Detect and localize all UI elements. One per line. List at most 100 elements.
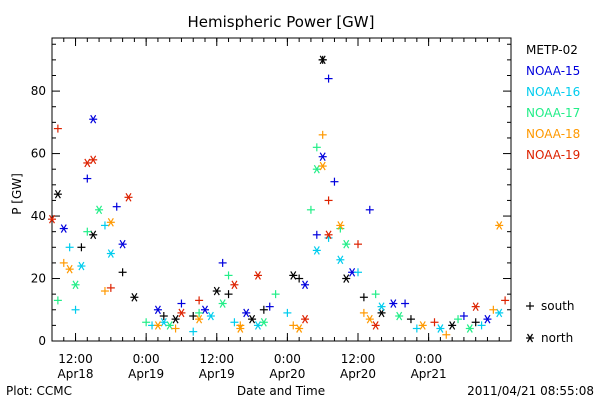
data-point-north <box>59 224 68 233</box>
data-point-south <box>312 230 321 239</box>
x-tick-date: Apr19 <box>128 367 164 381</box>
data-point-north <box>389 299 398 308</box>
footer-credit: Plot: CCMC <box>6 384 72 398</box>
data-point-south <box>259 305 268 314</box>
x-tick-time: 0:00 <box>274 352 301 366</box>
data-point-north <box>471 302 480 311</box>
data-point-north <box>377 302 386 311</box>
y-tick-label: 20 <box>31 272 46 286</box>
y-tick-label: 80 <box>31 84 46 98</box>
data-point-south <box>265 302 274 311</box>
data-point-south <box>359 293 368 302</box>
data-point-south <box>53 296 62 305</box>
data-point-south <box>195 296 204 305</box>
data-point-north <box>253 321 262 330</box>
x-tick-date: Apr19 <box>199 367 235 381</box>
south-marker-symbol <box>526 302 534 310</box>
data-point-north <box>336 255 345 265</box>
data-point-north <box>318 55 327 65</box>
data-point-north <box>153 305 162 315</box>
x-tick-date: Apr20 <box>269 367 305 381</box>
data-point-south <box>477 321 486 330</box>
data-point-south <box>330 177 339 186</box>
data-point-south <box>365 205 374 214</box>
data-point-north <box>318 152 327 162</box>
data-point-south <box>430 318 439 327</box>
data-point-north <box>159 317 168 327</box>
data-point-north <box>206 311 215 321</box>
data-point-south <box>406 315 415 324</box>
legend-item: NOAA-16 <box>526 85 580 99</box>
data-point-south <box>106 283 115 292</box>
data-point-north <box>312 246 321 255</box>
data-point-south <box>77 243 86 252</box>
data-point-north <box>312 164 321 174</box>
data-point-north <box>342 274 351 283</box>
data-point-north <box>195 314 204 324</box>
data-point-north <box>89 155 98 165</box>
data-point-north <box>448 321 457 330</box>
data-point-north <box>218 299 227 308</box>
data-point-north <box>259 317 268 327</box>
data-point-north <box>89 230 98 240</box>
data-point-south <box>289 321 298 330</box>
data-point-south <box>230 318 239 327</box>
data-point-south <box>271 290 280 299</box>
x-axis-label: Date and Time <box>237 384 325 398</box>
data-point-south <box>59 258 68 267</box>
data-point-north <box>83 158 92 168</box>
data-point-south <box>354 240 362 249</box>
data-point-south <box>224 290 233 299</box>
data-point-north <box>342 239 351 249</box>
data-point-north <box>201 305 209 315</box>
y-tick-label: 0 <box>38 334 46 348</box>
data-point-south <box>195 308 204 317</box>
data-point-north <box>106 249 115 258</box>
data-point-south <box>312 143 321 152</box>
data-point-south <box>371 290 380 299</box>
data-point-south <box>412 324 421 333</box>
data-point-north <box>95 205 104 215</box>
legend-item: NOAA-18 <box>526 127 580 141</box>
data-point-south <box>142 318 151 327</box>
y-tick-label: 60 <box>31 147 46 161</box>
x-axis: 12:00Apr180:00Apr1912:00Apr190:00Apr2012… <box>51 38 512 381</box>
data-point-south <box>171 324 180 333</box>
data-point-north <box>465 324 474 333</box>
x-tick-time: 0:00 <box>133 352 160 366</box>
data-point-north <box>301 314 310 324</box>
data-point-north <box>48 214 56 224</box>
data-point-north <box>289 271 298 280</box>
data-point-north <box>130 292 139 302</box>
data-point-north <box>301 280 310 290</box>
data-point-north <box>118 239 127 249</box>
x-tick-date: Apr20 <box>340 367 376 381</box>
data-point-south <box>83 227 92 236</box>
data-point-south <box>53 124 62 133</box>
data-point-south <box>71 305 80 314</box>
legend-item: NOAA-19 <box>526 148 580 162</box>
data-point-north <box>106 217 115 227</box>
data-point-south <box>324 74 333 83</box>
x-tick-time: 12:00 <box>199 352 234 366</box>
data-point-north <box>365 314 374 324</box>
data-point-south <box>401 299 410 308</box>
data-point-north <box>324 230 333 240</box>
data-point-north <box>153 321 162 330</box>
x-tick-time: 12:00 <box>341 352 376 366</box>
legend-item: METP-02 <box>526 43 578 57</box>
data-point-south <box>459 312 468 321</box>
north-marker-symbol <box>526 333 534 343</box>
data-point-north <box>236 324 245 333</box>
data-point-south <box>306 205 315 214</box>
marker-legend: south north <box>526 299 575 345</box>
x-tick-date: Apr18 <box>58 367 94 381</box>
data-point-south <box>224 271 233 280</box>
data-point-north <box>124 192 133 202</box>
data-point-north <box>495 221 504 230</box>
legend-item: NOAA-15 <box>526 64 580 78</box>
data-point-north <box>371 321 380 330</box>
data-point-south <box>295 274 304 283</box>
data-point-south <box>318 130 327 139</box>
data-point-north <box>89 114 98 124</box>
